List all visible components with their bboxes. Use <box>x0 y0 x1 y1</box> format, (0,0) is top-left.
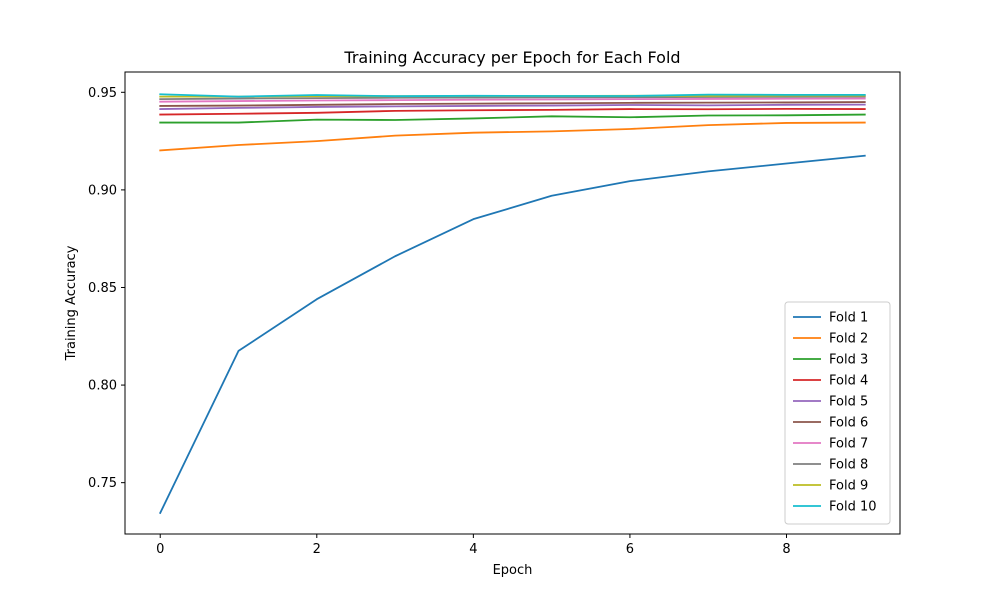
series-line-fold-4 <box>159 107 866 116</box>
series-line-fold-1 <box>159 154 866 515</box>
y-tick-label: 0.80 <box>88 379 117 394</box>
series-lines <box>159 93 866 515</box>
chart-title: Training Accuracy per Epoch for Each Fol… <box>343 48 680 67</box>
legend-label: Fold 8 <box>829 458 868 473</box>
legend-label: Fold 10 <box>829 500 877 515</box>
plot-area-frame <box>124 71 901 535</box>
y-axis-ticks: 0.75 0.80 0.85 0.90 0.95 <box>88 86 125 491</box>
y-tick-label: 0.95 <box>88 86 117 101</box>
legend: Fold 1 Fold 2 Fold 3 Fold 4 Fold 5 Fold 6 Fold… <box>784 301 891 525</box>
legend-label: Fold 6 <box>829 416 868 431</box>
legend-label: Fold 7 <box>829 437 868 452</box>
series-line-fold-10 <box>159 93 866 98</box>
series-line-fold-5 <box>159 103 866 110</box>
series-line-fold-6 <box>159 101 866 107</box>
series-line-fold-2 <box>159 121 866 152</box>
legend-box <box>784 301 891 525</box>
series-line-fold-8 <box>159 95 866 101</box>
x-tick-label: 6 <box>626 542 634 557</box>
x-tick-label: 2 <box>313 542 321 557</box>
series-line-fold-3 <box>159 113 866 124</box>
x-tick-label: 4 <box>469 542 477 557</box>
x-tick-label: 0 <box>156 542 164 557</box>
y-tick-label: 0.90 <box>88 183 117 198</box>
legend-label: Fold 9 <box>829 479 868 494</box>
y-axis-label: Training Accuracy <box>64 245 79 361</box>
series-line-fold-7 <box>159 97 866 103</box>
legend-label: Fold 4 <box>829 374 868 389</box>
legend-label: Fold 3 <box>829 353 868 368</box>
x-axis-ticks: 0 2 4 6 8 <box>156 534 791 557</box>
x-tick-label: 8 <box>782 542 790 557</box>
x-axis-label: Epoch <box>493 563 533 578</box>
y-tick-label: 0.75 <box>88 476 117 491</box>
legend-label: Fold 2 <box>829 332 868 347</box>
legend-label: Fold 5 <box>829 395 868 410</box>
legend-label: Fold 1 <box>829 311 868 326</box>
y-tick-label: 0.85 <box>88 281 117 296</box>
